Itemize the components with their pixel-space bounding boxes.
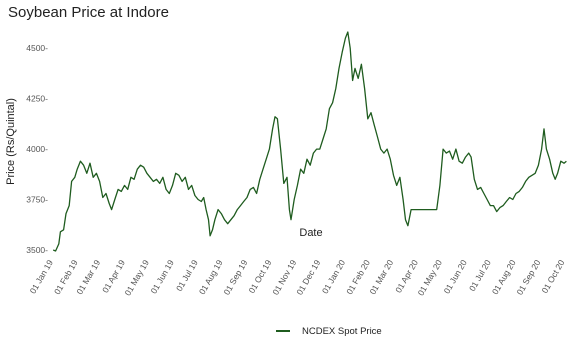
x-tick-label: 01 Sep 20 [514, 258, 542, 297]
x-tick-label: 01 May 19 [122, 258, 151, 298]
x-tick-label: 01 Oct 20 [539, 258, 566, 295]
x-tick-label: 01 Aug 20 [490, 258, 518, 296]
y-tick-label: 3750- [26, 195, 48, 205]
x-tick-label: 01 Aug 19 [197, 258, 225, 296]
y-tick-label: 4500- [26, 43, 48, 53]
y-tick-label: 4250- [26, 94, 48, 104]
x-tick-label: 01 Dec 19 [294, 258, 322, 297]
x-tick-label: 01 Jul 20 [467, 258, 493, 293]
y-tick-label: 3500- [26, 245, 48, 255]
chart-title: Soybean Price at Indore [8, 4, 169, 21]
y-axis-title: Price (Rs/Quintal) [5, 98, 17, 185]
x-tick-label: 01 Jun 19 [148, 258, 175, 296]
x-tick-label: 01 Jun 20 [442, 258, 469, 296]
plot-area [52, 31, 567, 252]
x-tick-label: 01 Sep 19 [221, 258, 249, 297]
x-tick-label: 01 Apr 19 [100, 258, 127, 295]
x-axis-title: Date [299, 227, 322, 239]
x-tick-label: 01 Jul 19 [174, 258, 200, 293]
x-tick-label: 01 Apr 20 [393, 258, 420, 295]
x-tick-label: 01 May 20 [416, 258, 445, 298]
legend: NCDEX Spot Price [276, 326, 382, 337]
y-axis: 3500- 3750- 4000- 4250- 4500- [26, 43, 48, 255]
legend-label: NCDEX Spot Price [302, 326, 382, 337]
y-tick-label: 4000- [26, 144, 48, 154]
x-tick-label: 01 Oct 19 [246, 258, 273, 295]
x-tick-label: 01 Jan 20 [320, 258, 347, 296]
x-tick-label: 01 Jan 19 [28, 258, 55, 296]
series-line-ncdex-spot-price [52, 31, 567, 252]
